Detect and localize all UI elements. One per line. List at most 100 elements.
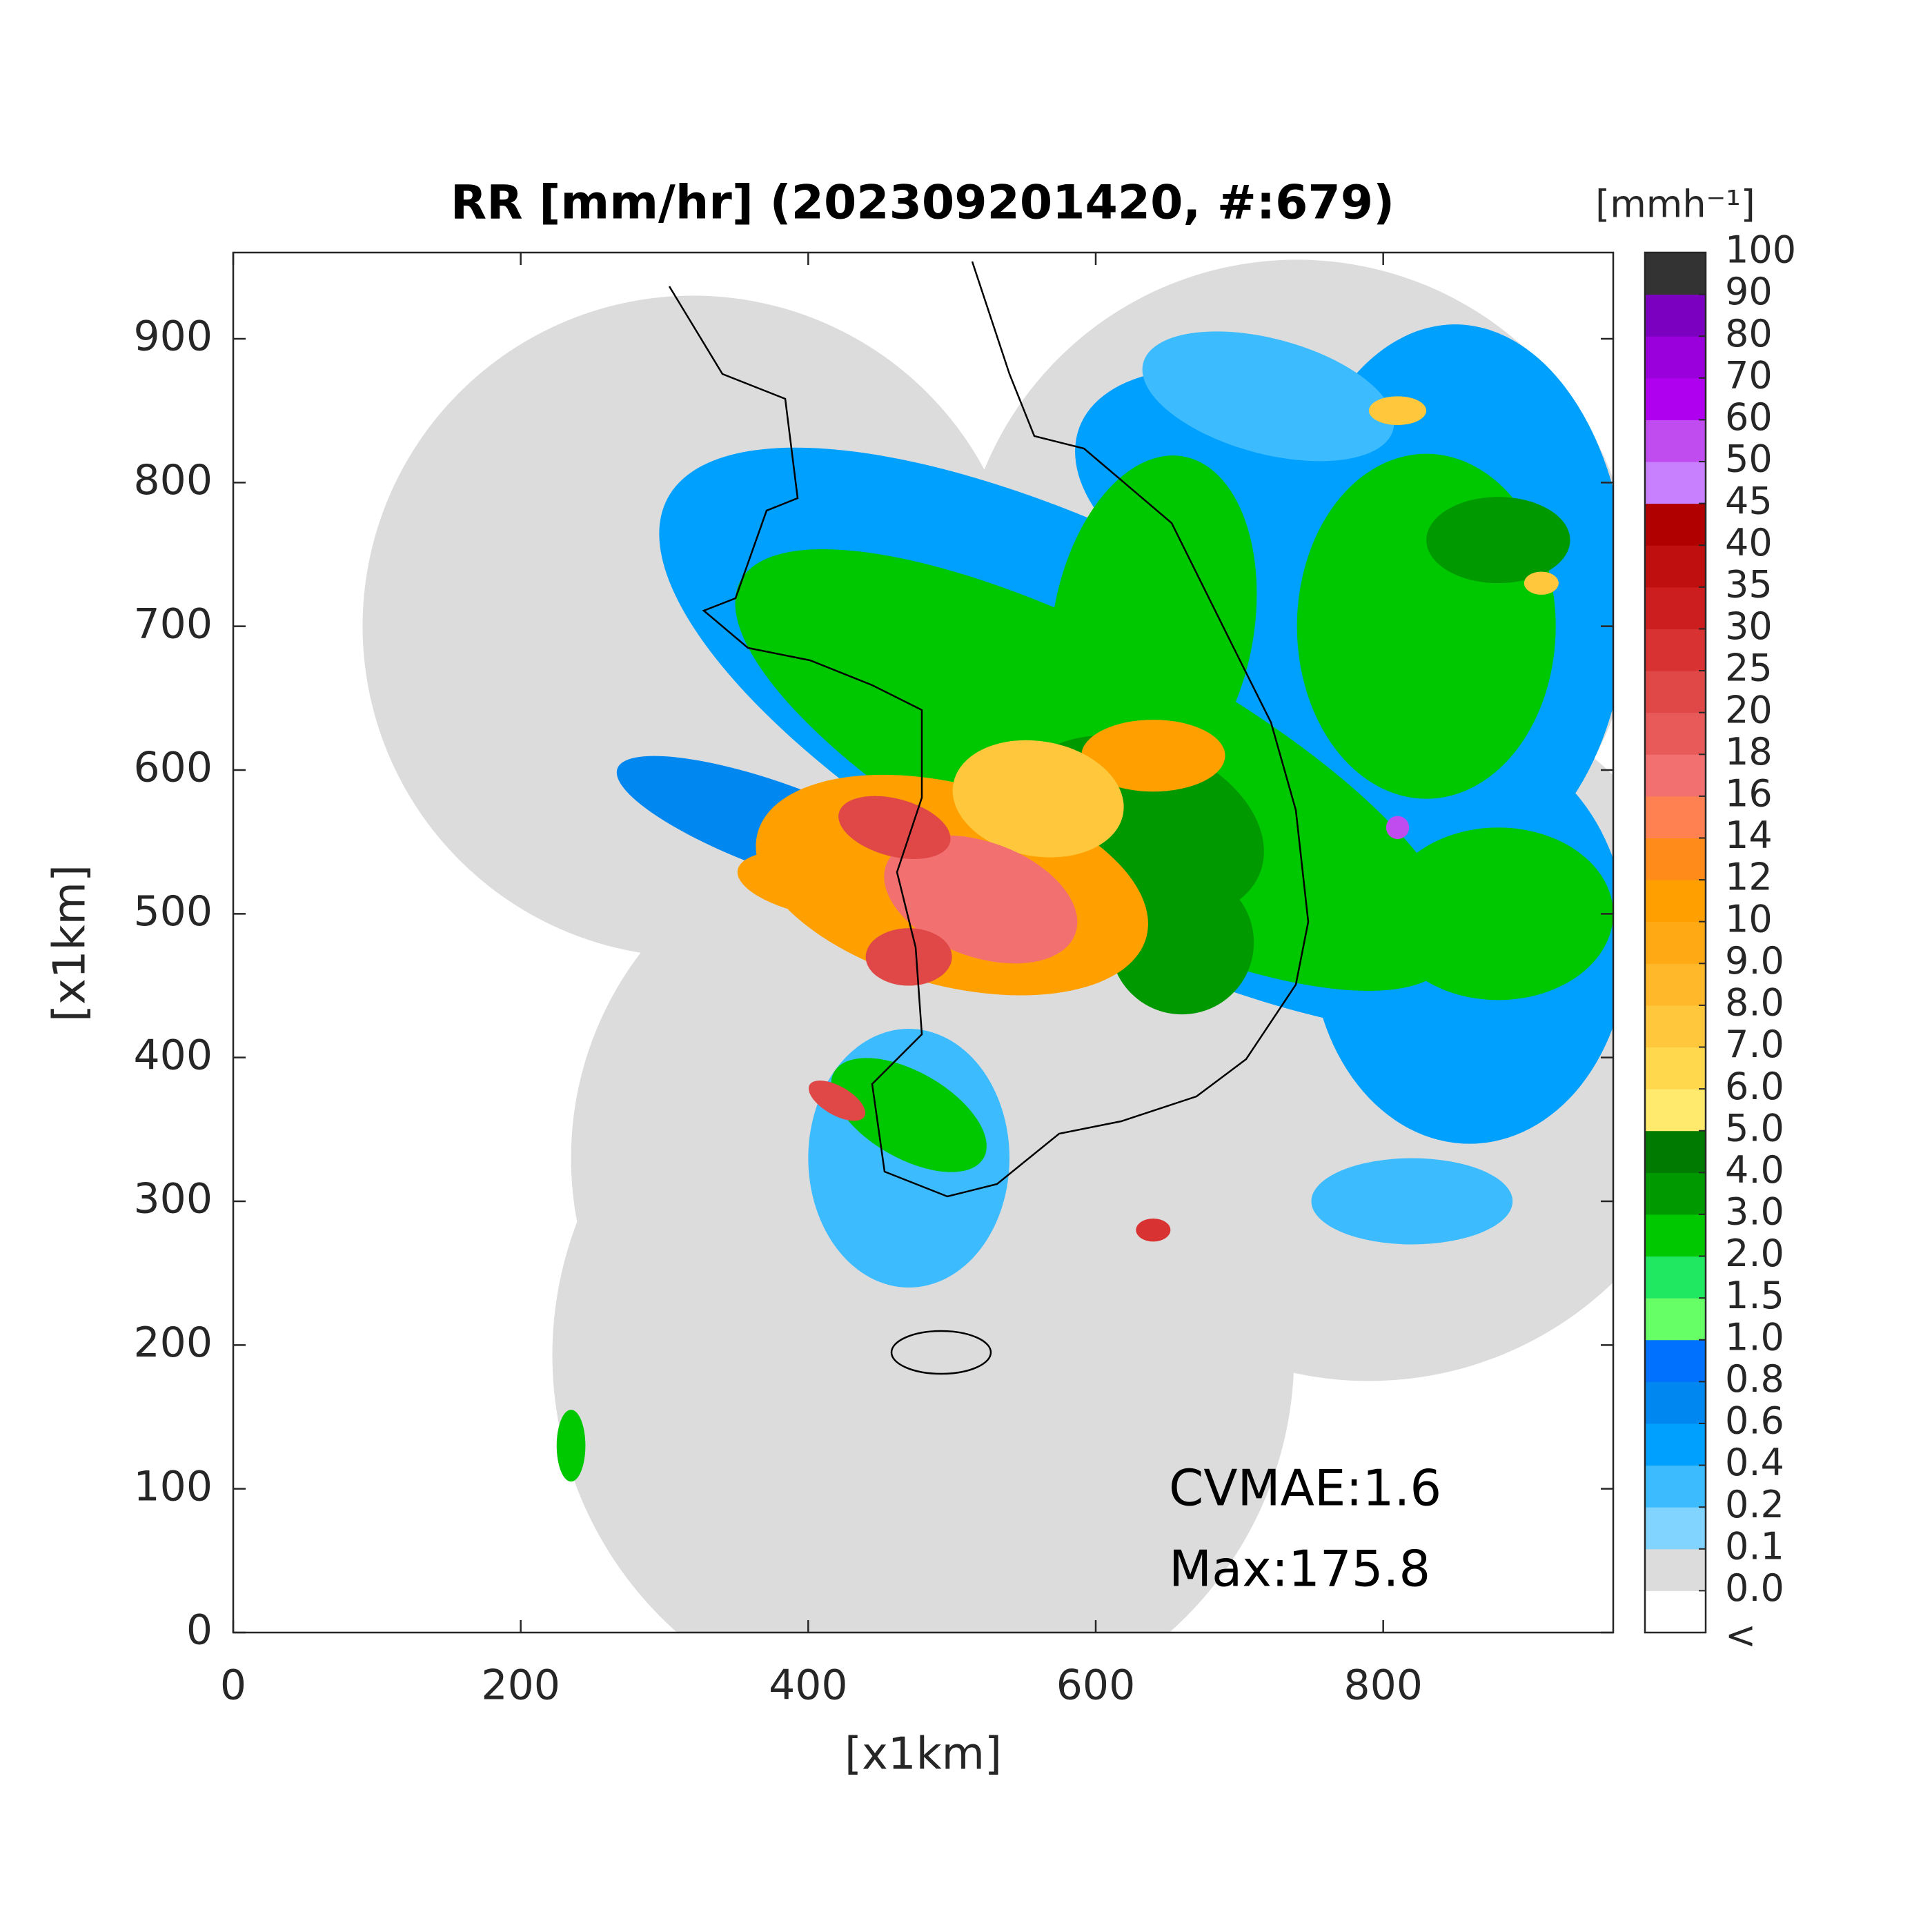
colorbar-segment <box>1645 462 1706 504</box>
y-tick-label: 400 <box>133 1031 213 1079</box>
y-tick-label: 900 <box>133 313 213 361</box>
colorbar-segment <box>1645 1005 1706 1048</box>
colorbar-tick-label: 1.0 <box>1725 1315 1784 1359</box>
colorbar-segment <box>1645 253 1706 295</box>
colorbar-tick-label: 45 <box>1725 479 1773 522</box>
colorbar-tick-label: 0.0 <box>1725 1566 1784 1610</box>
colorbar-tick-label: 0.2 <box>1725 1483 1784 1526</box>
colorbar-tick-label: 1.5 <box>1725 1274 1784 1317</box>
coastline <box>668 261 1310 1375</box>
colorbar-tick-label: 50 <box>1725 437 1773 481</box>
rain-cell <box>865 928 952 986</box>
colorbar-tick-label: 25 <box>1725 647 1773 690</box>
rain-cell <box>838 796 951 859</box>
colorbar-tick-label: 7.0 <box>1725 1023 1784 1066</box>
y-tick-label: 200 <box>133 1319 213 1367</box>
x-tick-label: 800 <box>1343 1662 1423 1710</box>
colorbar-under-label: < <box>1725 1614 1756 1657</box>
colorbar-segment <box>1645 1047 1706 1090</box>
colorbar-tick-label: 0.1 <box>1725 1524 1784 1568</box>
colorbar-title: [mmh⁻¹] <box>1595 183 1755 226</box>
colorbar-segment <box>1645 420 1706 462</box>
colorbar-tick-label: 12 <box>1725 856 1773 899</box>
y-tick-label: 0 <box>186 1606 213 1655</box>
colorbar-segment <box>1645 336 1706 379</box>
y-tick-label: 700 <box>133 600 213 648</box>
y-tick-label: 600 <box>133 744 213 792</box>
colorbar-tick-label: 90 <box>1725 270 1773 313</box>
rain-cell <box>556 1410 586 1482</box>
rain-cell <box>1426 497 1570 584</box>
y-tick-label: 100 <box>133 1462 213 1510</box>
colorbar-tick-label: 40 <box>1725 521 1773 564</box>
colorbar-tick-label: 0.4 <box>1725 1441 1784 1484</box>
y-axis-label: [x1km] <box>45 865 96 1022</box>
colorbar-segment <box>1645 1089 1706 1132</box>
rain-cell <box>952 740 1124 858</box>
colorbar-segment <box>1645 1381 1706 1424</box>
rain-cell <box>1081 720 1225 792</box>
annotation: Max:175.8 <box>1169 1540 1430 1598</box>
colorbar-tick-label: 14 <box>1725 814 1773 857</box>
rain-cell <box>1311 1158 1513 1245</box>
colorbar-segment <box>1645 921 1706 964</box>
colorbar-tick-label: 70 <box>1725 353 1773 397</box>
colorbar-tick-label: 100 <box>1725 228 1796 272</box>
x-tick-label: 0 <box>220 1662 246 1710</box>
radar-field <box>362 259 1613 1633</box>
rain-cell <box>1049 455 1257 798</box>
colorbar-segment <box>1645 629 1706 671</box>
x-tick-label: 400 <box>769 1662 848 1710</box>
colorbar-segment <box>1645 1548 1706 1591</box>
x-axis-label: [x1km] <box>845 1729 1002 1780</box>
colorbar-segment <box>1645 294 1706 337</box>
colorbar-tick-label: 2.0 <box>1725 1232 1784 1275</box>
rain-cell <box>831 1058 987 1172</box>
x-tick-label: 600 <box>1056 1662 1136 1710</box>
colorbar-tick-label: 35 <box>1725 562 1773 606</box>
colorbar-tick-label: 5.0 <box>1725 1106 1784 1150</box>
colorbar-segment <box>1645 503 1706 546</box>
rain-cell <box>1110 870 1254 1015</box>
rain-cell <box>808 1080 866 1121</box>
colorbar-tick-label: 20 <box>1725 688 1773 731</box>
colorbar-segment <box>1645 1172 1706 1215</box>
rain-cell <box>1524 571 1559 595</box>
colorbar-segment <box>1645 963 1706 1006</box>
rain-cell <box>1386 816 1410 840</box>
rain-cell <box>1383 827 1613 1000</box>
colorbar-segment <box>1645 586 1706 629</box>
colorbar-segment <box>1645 754 1706 797</box>
colorbar-segment <box>1645 796 1706 838</box>
rain-cell <box>737 850 908 920</box>
colorbar-tick-label: 0.6 <box>1725 1399 1784 1443</box>
colorbar-tick-label: 4.0 <box>1725 1148 1784 1192</box>
rain-cell <box>884 835 1078 964</box>
colorbar-segment <box>1645 712 1706 755</box>
colorbar-segment <box>1645 838 1706 880</box>
rain-cell <box>1142 331 1394 462</box>
y-tick-label: 500 <box>133 887 213 936</box>
colorbar-segment <box>1645 1256 1706 1299</box>
colorbar-segment <box>1645 1507 1706 1550</box>
colorbar-segment <box>1645 1298 1706 1341</box>
colorbar-tick-label: 3.0 <box>1725 1190 1784 1234</box>
colorbar-segment <box>1645 1339 1706 1382</box>
colorbar-under <box>1645 1590 1706 1633</box>
colorbar-segment <box>1645 880 1706 923</box>
coast-line <box>668 261 1310 1198</box>
colorbar-segment <box>1645 1423 1706 1466</box>
rain-cell <box>1368 396 1427 426</box>
colorbar-tick-label: 18 <box>1725 730 1773 773</box>
x-tick-label: 200 <box>481 1662 560 1710</box>
annotation: CVMAE:1.6 <box>1169 1459 1441 1517</box>
colorbar-segment <box>1645 545 1706 588</box>
y-tick-label: 800 <box>133 456 213 504</box>
colorbar-segment <box>1645 377 1706 420</box>
colorbar-tick-label: 10 <box>1725 897 1773 940</box>
island-outline <box>890 1330 992 1375</box>
colorbar-tick-label: 8.0 <box>1725 981 1784 1025</box>
rain-cell <box>1136 1219 1171 1242</box>
colorbar-segment <box>1645 1130 1706 1173</box>
